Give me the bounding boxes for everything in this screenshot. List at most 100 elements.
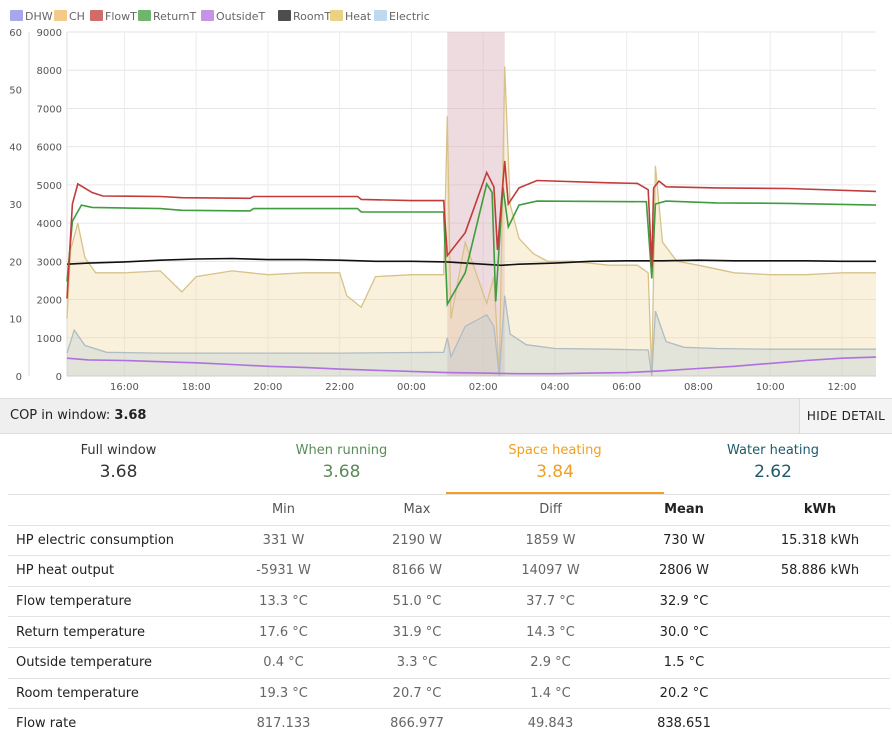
- cop-bar: COP in window: 3.68 HIDE DETAIL: [0, 398, 892, 434]
- summary-value: 3.84: [536, 462, 574, 482]
- row-name: Flow temperature: [8, 585, 216, 617]
- row-name: HP heat output: [8, 555, 216, 587]
- summary-space-heating[interactable]: Space heating 3.84: [446, 434, 664, 494]
- x-tick-label: 18:00: [182, 382, 211, 393]
- row-min: 13.3 °C: [216, 585, 351, 617]
- heat-series-area: [67, 66, 876, 377]
- y-left-tick-label: 0: [16, 372, 22, 383]
- x-tick-label: 16:00: [110, 382, 139, 393]
- legend-label-heat: Heat: [345, 10, 372, 23]
- table-row: Outside temperature 0.4 °C 3.3 °C 2.9 °C…: [8, 646, 890, 679]
- row-mean: 730 W: [618, 524, 750, 556]
- y-left-tick-label: 30: [9, 200, 22, 211]
- row-kwh: 58.886 kWh: [750, 555, 890, 587]
- returnt-series-line: [66, 181, 877, 308]
- row-name: HP electric consumption: [8, 524, 216, 556]
- y-left-tick-label: 20: [9, 257, 22, 268]
- flowt-series-line: [66, 160, 877, 299]
- row-mean: 20.2 °C: [618, 677, 750, 709]
- header-blank: [8, 494, 216, 526]
- row-min: -5931 W: [216, 555, 351, 587]
- legend-swatch-outsidet: [201, 10, 214, 21]
- legend-label-electric: Electric: [389, 10, 430, 23]
- row-diff: 2.9 °C: [483, 646, 618, 679]
- y-right-tick-label: 1000: [37, 334, 62, 345]
- cop-value: 3.68: [114, 408, 147, 423]
- row-name: Flow rate: [8, 708, 216, 739]
- legend-label-roomt: RoomT: [293, 10, 331, 23]
- summary-value: 2.62: [754, 462, 792, 482]
- row-max: 8166 W: [351, 555, 483, 587]
- row-diff: 49.843: [483, 708, 618, 739]
- row-min: 17.6 °C: [216, 616, 351, 648]
- row-mean: 32.9 °C: [618, 585, 750, 617]
- row-name: Return temperature: [8, 616, 216, 648]
- x-tick-label: 08:00: [684, 382, 713, 393]
- hide-detail-button[interactable]: HIDE DETAIL: [799, 399, 892, 433]
- y-right-tick-label: 6000: [37, 143, 62, 154]
- y-right-tick-label: 5000: [37, 181, 62, 192]
- y-right-tick-label: 4000: [37, 219, 62, 230]
- y-left-tick-label: 10: [9, 315, 22, 326]
- legend-swatch-heat: [330, 10, 343, 21]
- row-max: 866.977: [351, 708, 483, 739]
- row-kwh: [750, 616, 890, 648]
- legend-label-dhw: DHW: [25, 10, 53, 23]
- row-diff: 1.4 °C: [483, 677, 618, 709]
- summary-full-window[interactable]: Full window 3.68: [0, 434, 237, 494]
- stats-header-row: Min Max Diff Mean kWh: [8, 494, 890, 526]
- chart-canvas[interactable]: DHW CH FlowT ReturnT OutsideT RoomT Heat Electr…: [0, 0, 892, 398]
- summary-value: 3.68: [322, 462, 361, 482]
- row-max: 20.7 °C: [351, 677, 483, 709]
- summary-when-running[interactable]: When running 3.68: [237, 434, 446, 494]
- x-tick-label: 22:00: [325, 382, 354, 393]
- row-min: 817.133: [216, 708, 351, 739]
- legend-label-outsidet: OutsideT: [216, 10, 265, 23]
- y-right-tick-label: 8000: [37, 66, 62, 77]
- legend-label-flowt: FlowT: [105, 10, 137, 23]
- cop-summary: Full window 3.68 When running 3.68 Space…: [0, 434, 892, 494]
- row-kwh: [750, 646, 890, 679]
- row-diff: 14097 W: [483, 555, 618, 587]
- heat-series-line: [66, 66, 876, 377]
- legend-label-ch: CH: [69, 10, 85, 23]
- row-max: 3.3 °C: [351, 646, 483, 679]
- x-tick-label: 04:00: [540, 382, 569, 393]
- row-kwh: [750, 677, 890, 709]
- row-mean: 2806 W: [618, 555, 750, 587]
- stats-table: Min Max Diff Mean kWh HP electric consum…: [8, 494, 890, 739]
- row-diff: 14.3 °C: [483, 616, 618, 648]
- cop-in-window: COP in window: 3.68: [10, 408, 146, 423]
- x-tick-label: 12:00: [828, 382, 857, 393]
- row-max: 31.9 °C: [351, 616, 483, 648]
- row-diff: 37.7 °C: [483, 585, 618, 617]
- summary-label: Water heating: [727, 443, 819, 458]
- heatpump-chart[interactable]: DHW CH FlowT ReturnT OutsideT RoomT Heat Electr…: [0, 0, 892, 398]
- roomt-series-line: [66, 257, 876, 267]
- y-left-tick-label: 50: [9, 85, 22, 96]
- y-right-tick-label: 3000: [37, 257, 62, 268]
- y-left-tick-label: 40: [9, 143, 22, 154]
- electric-series-area: [67, 295, 876, 376]
- row-name: Outside temperature: [8, 646, 216, 679]
- row-min: 0.4 °C: [216, 646, 351, 679]
- y-right-tick-label: 9000: [37, 28, 62, 39]
- y-left-tick-label: 60: [9, 28, 22, 39]
- y-right-tick-label: 0: [56, 372, 62, 383]
- summary-water-heating[interactable]: Water heating 2.62: [664, 434, 882, 494]
- header-mean: Mean: [618, 494, 750, 526]
- x-tick-label: 20:00: [253, 382, 282, 393]
- electric-series-line: [66, 295, 876, 377]
- outsidet-series-line: [66, 356, 877, 375]
- table-row: HP heat output -5931 W 8166 W 14097 W 28…: [8, 555, 890, 587]
- header-diff: Diff: [483, 494, 618, 526]
- header-max: Max: [351, 494, 483, 526]
- x-tick-label: 06:00: [612, 382, 641, 393]
- table-row: HP electric consumption 331 W 2190 W 185…: [8, 524, 890, 556]
- header-kwh: kWh: [750, 494, 890, 526]
- x-tick-label: 00:00: [397, 382, 426, 393]
- row-kwh: 15.318 kWh: [750, 524, 890, 556]
- legend-swatch-flowt: [90, 10, 103, 21]
- x-tick-label: 02:00: [469, 382, 498, 393]
- y-right-tick-label: 7000: [37, 104, 62, 115]
